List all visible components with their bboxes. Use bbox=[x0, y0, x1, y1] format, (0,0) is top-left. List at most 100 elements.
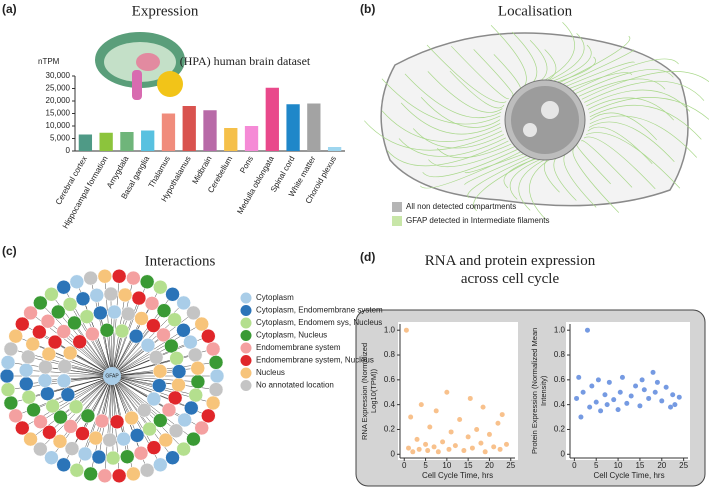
filament bbox=[585, 132, 681, 189]
x-tick-label: 25 bbox=[506, 461, 515, 470]
node bbox=[167, 390, 183, 406]
point bbox=[633, 383, 639, 389]
filament bbox=[449, 70, 505, 109]
legend-swatch bbox=[240, 342, 252, 354]
plot-bg bbox=[566, 322, 690, 460]
point bbox=[465, 434, 471, 440]
bar bbox=[141, 130, 155, 151]
node bbox=[0, 355, 16, 370]
node bbox=[94, 413, 110, 429]
node bbox=[176, 295, 191, 311]
chart-title: Interactions bbox=[145, 253, 216, 269]
point bbox=[619, 374, 625, 380]
legend-label: Nucleus bbox=[256, 368, 285, 377]
point bbox=[604, 402, 610, 408]
center-node bbox=[103, 367, 121, 385]
point bbox=[578, 414, 584, 420]
node bbox=[151, 378, 167, 393]
edge bbox=[111, 375, 124, 440]
filament bbox=[581, 71, 709, 100]
node bbox=[52, 434, 68, 449]
node bbox=[42, 425, 57, 440]
y-tick-label: 0.2 bbox=[384, 425, 396, 434]
point bbox=[452, 443, 458, 449]
filament bbox=[422, 148, 519, 178]
legend-label: Cytoplasm, Endomem sys, Nucleus bbox=[256, 318, 382, 327]
point bbox=[676, 394, 682, 400]
node bbox=[183, 334, 198, 350]
node bbox=[187, 347, 203, 363]
node bbox=[32, 324, 47, 340]
bar bbox=[99, 132, 113, 151]
node bbox=[72, 334, 87, 350]
point bbox=[446, 446, 452, 452]
edge bbox=[63, 331, 113, 377]
node bbox=[44, 450, 59, 465]
legend-swatch bbox=[240, 305, 252, 316]
filament bbox=[400, 102, 501, 135]
point bbox=[469, 445, 475, 451]
node bbox=[116, 431, 131, 447]
chart-title: Expression bbox=[132, 3, 199, 19]
node bbox=[18, 363, 34, 378]
legend-label: Cytoplasm bbox=[256, 293, 294, 302]
legend-label: All non detected compartments bbox=[406, 202, 516, 211]
node bbox=[79, 309, 95, 324]
point bbox=[499, 412, 505, 418]
point bbox=[482, 449, 488, 455]
y-tick-label: 20,000 bbox=[46, 96, 71, 105]
node bbox=[194, 420, 209, 436]
y-tick-label: 1.0 bbox=[384, 325, 396, 334]
point bbox=[659, 398, 665, 404]
point bbox=[628, 393, 634, 399]
y-tick-label: 30,000 bbox=[46, 71, 71, 80]
node bbox=[57, 359, 73, 374]
filament bbox=[584, 80, 705, 103]
legend-label: Endomembrane system, Nucleus bbox=[256, 356, 374, 365]
node bbox=[0, 382, 16, 397]
filament bbox=[437, 143, 512, 159]
node bbox=[3, 341, 19, 357]
point bbox=[474, 426, 480, 432]
node bbox=[152, 363, 168, 379]
node bbox=[15, 420, 30, 436]
brain-icon bbox=[95, 32, 185, 100]
node bbox=[26, 402, 41, 418]
node bbox=[62, 345, 78, 361]
edge bbox=[54, 341, 113, 377]
x-tick-label: 10 bbox=[614, 461, 623, 470]
node bbox=[88, 430, 103, 446]
node bbox=[186, 431, 201, 447]
point bbox=[480, 404, 486, 410]
node bbox=[119, 449, 135, 464]
point bbox=[668, 404, 674, 410]
node bbox=[205, 341, 221, 357]
node bbox=[117, 287, 133, 303]
bar bbox=[224, 128, 238, 151]
point bbox=[478, 440, 484, 446]
node bbox=[209, 368, 225, 384]
edge bbox=[111, 312, 115, 377]
node bbox=[60, 387, 76, 402]
node bbox=[144, 296, 160, 311]
legend-swatch bbox=[240, 367, 252, 379]
node bbox=[97, 268, 113, 284]
filament bbox=[587, 126, 653, 164]
edge bbox=[111, 325, 154, 377]
node bbox=[169, 351, 184, 366]
edge bbox=[111, 375, 150, 430]
point bbox=[574, 395, 580, 401]
point bbox=[440, 439, 446, 445]
node bbox=[171, 364, 187, 379]
node bbox=[121, 306, 136, 322]
x-tick-label: 15 bbox=[635, 461, 644, 470]
node bbox=[38, 359, 53, 375]
point bbox=[654, 379, 660, 385]
edge bbox=[111, 358, 177, 377]
point bbox=[650, 369, 656, 375]
node bbox=[69, 274, 85, 290]
node bbox=[80, 408, 96, 424]
filament bbox=[426, 44, 507, 103]
node bbox=[208, 382, 224, 397]
